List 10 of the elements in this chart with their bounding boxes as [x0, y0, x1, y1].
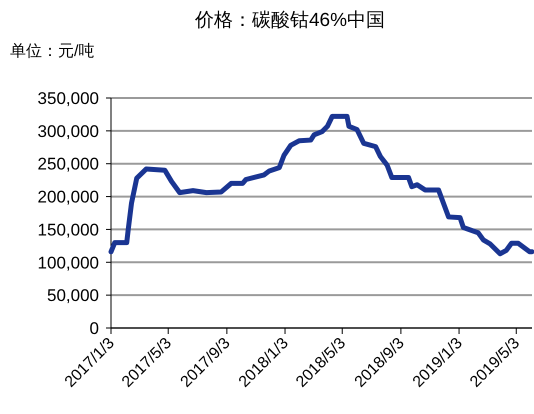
y-tick-label: 50,000 — [47, 286, 99, 306]
y-tick-label: 250,000 — [38, 154, 99, 174]
chart-title: 价格：碳酸钴46%中国 — [194, 10, 386, 31]
y-tick-label: 300,000 — [38, 122, 99, 141]
y-tick-label: 200,000 — [38, 188, 99, 207]
y-tick-label: 150,000 — [38, 220, 99, 240]
y-axis-title: 单位：元/吨 — [10, 42, 94, 60]
y-tick-label: 350,000 — [38, 89, 99, 108]
y-tick-label: 0 — [90, 319, 99, 338]
y-tick-label: 100,000 — [38, 253, 99, 272]
